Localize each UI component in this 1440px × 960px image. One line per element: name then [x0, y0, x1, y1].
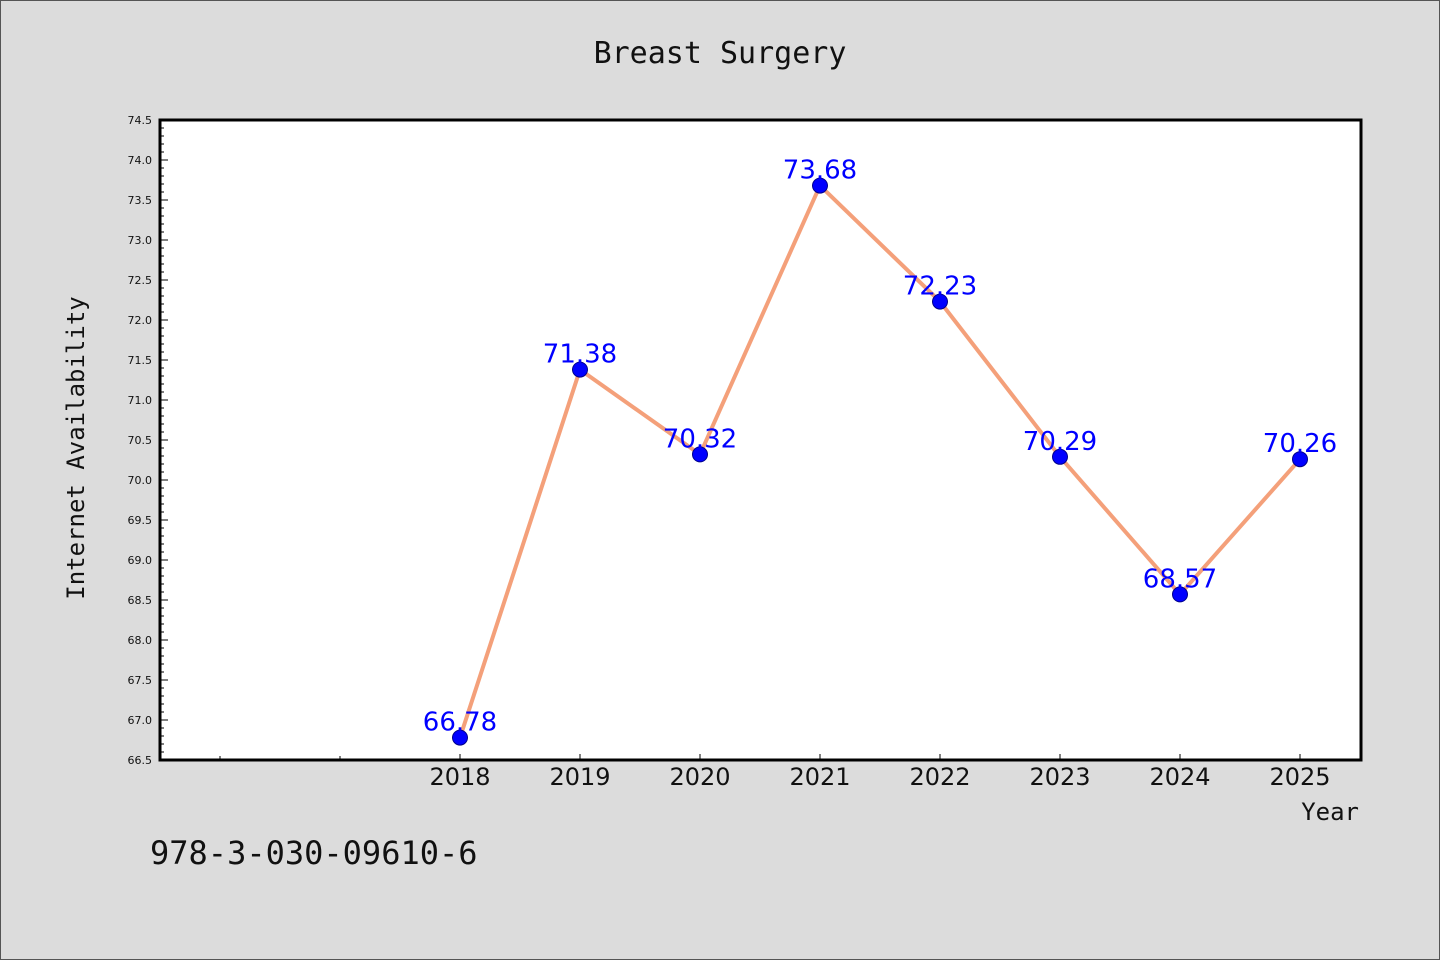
data-label: 71.38 [543, 340, 617, 370]
x-tick-label: 2020 [669, 763, 730, 791]
data-point [692, 446, 708, 463]
y-tick-label: 73.5 [128, 194, 153, 207]
data-label: 72.23 [903, 272, 977, 302]
y-tick-label: 70.5 [128, 434, 153, 447]
data-label: 70.26 [1263, 429, 1337, 459]
y-tick-label: 74.5 [128, 114, 153, 127]
data-label: 73.68 [783, 156, 857, 186]
chart-title: Breast Surgery [594, 36, 847, 71]
x-axis-title: Year [1301, 798, 1359, 826]
y-tick-label: 71.5 [128, 354, 153, 367]
y-tick-label: 67.0 [128, 714, 153, 727]
x-tick-label: 2019 [549, 763, 610, 791]
y-tick-label: 70.0 [128, 474, 153, 487]
data-point [1172, 586, 1188, 603]
y-tick-label: 69.5 [128, 514, 153, 527]
y-axis-title: Internet Availability [62, 296, 90, 599]
series-line [458, 183, 1302, 739]
x-tick-label: 2024 [1149, 763, 1210, 791]
data-point [932, 293, 948, 310]
y-tick-label: 68.5 [128, 594, 153, 607]
plot-area [158, 118, 1363, 762]
y-tick-label: 66.5 [128, 754, 153, 767]
y-axis: 66.5 67.0 67.5 68.0 68.5 69.0 69.5 70.0 70.5 71.0… [128, 114, 168, 767]
y-tick-label: 69.0 [128, 554, 153, 567]
y-tick-label: 72.5 [128, 274, 153, 287]
x-tick-label: 2023 [1029, 763, 1090, 791]
x-tick-label: 2025 [1269, 763, 1330, 791]
isbn-footer: 978-3-030-09610-6 [150, 834, 478, 872]
y-tick-label: 71.0 [128, 394, 153, 407]
data-label: 68.57 [1143, 564, 1217, 594]
x-tick-label: 2021 [789, 763, 850, 791]
data-point [1292, 451, 1308, 468]
series-group [452, 177, 1308, 746]
data-labels: 66.78 71.38 70.32 73.68 72.23 70.29 68.57 70.26 [423, 156, 1337, 738]
data-label: 66.78 [423, 708, 497, 738]
y-tick-label: 68.0 [128, 634, 153, 647]
y-tick-label: 72.0 [128, 314, 153, 327]
y-tick-label: 67.5 [128, 674, 153, 687]
data-label: 70.32 [663, 424, 737, 454]
data-point [452, 729, 468, 746]
x-axis: 2018 2019 2020 2021 2022 2023 2024 2025 [219, 754, 1331, 791]
y-tick-label: 74.0 [128, 154, 153, 167]
x-tick-label: 2022 [909, 763, 970, 791]
data-point [812, 177, 828, 194]
data-point [1052, 448, 1068, 465]
data-point [572, 361, 588, 378]
y-tick-label: 73.0 [128, 234, 153, 247]
data-label: 70.29 [1023, 427, 1097, 457]
x-tick-label: 2018 [429, 763, 490, 791]
